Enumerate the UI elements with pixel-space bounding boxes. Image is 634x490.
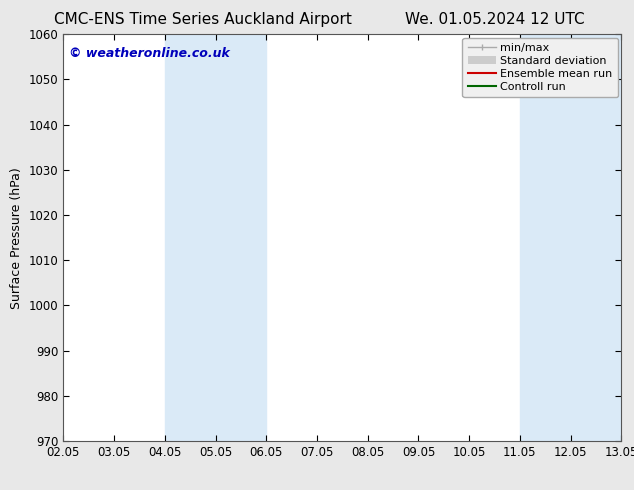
Text: We. 01.05.2024 12 UTC: We. 01.05.2024 12 UTC: [404, 12, 585, 27]
Text: © weatheronline.co.uk: © weatheronline.co.uk: [69, 47, 230, 59]
Bar: [520, 34, 621, 441]
Legend: min/max, Standard deviation, Ensemble mean run, Controll run: min/max, Standard deviation, Ensemble me…: [462, 38, 618, 97]
Y-axis label: Surface Pressure (hPa): Surface Pressure (hPa): [10, 167, 23, 309]
Text: CMC-ENS Time Series Auckland Airport: CMC-ENS Time Series Auckland Airport: [54, 12, 352, 27]
Bar: [165, 34, 266, 441]
